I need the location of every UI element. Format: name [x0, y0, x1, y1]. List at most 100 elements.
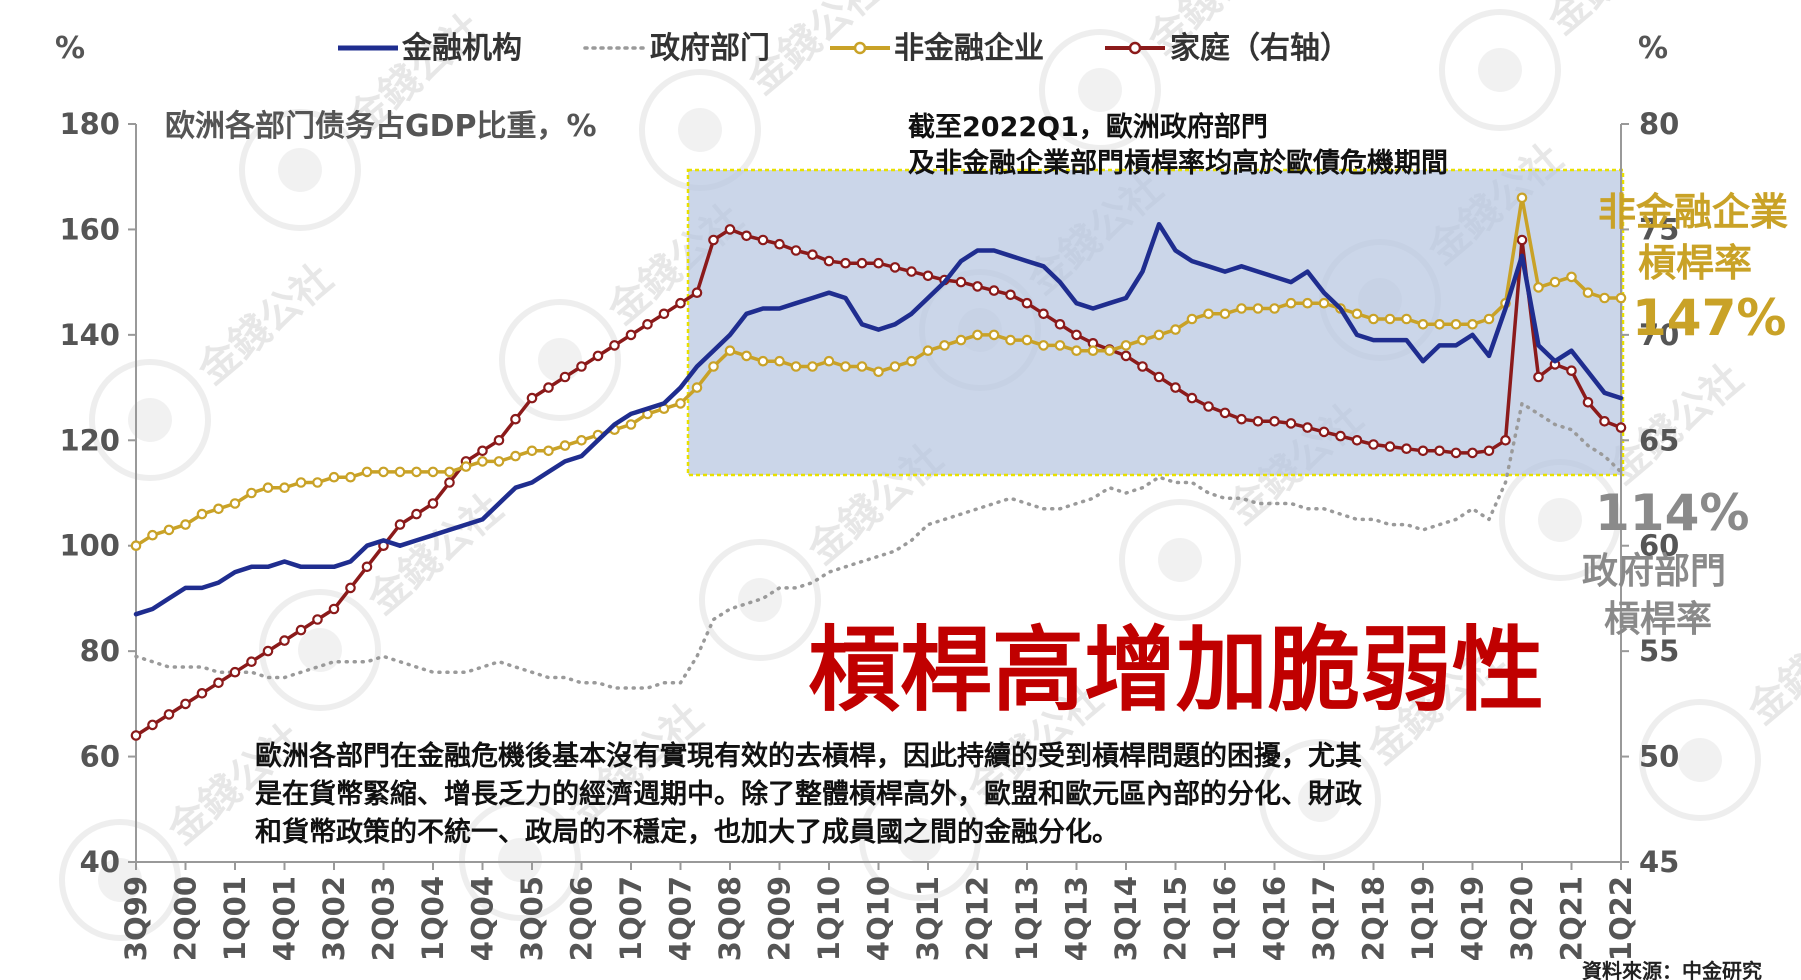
series-point-corporate [1401, 313, 1412, 325]
series-point-household [163, 709, 175, 720]
watermark-seal-inner [678, 108, 722, 152]
series-point-corporate [163, 524, 175, 536]
series-point-household [642, 318, 653, 330]
series-point-household [1615, 422, 1627, 433]
series-point-household [1368, 439, 1379, 450]
watermark-seal-inner [498, 838, 542, 882]
watermark-text: 金錢公社 [1539, 0, 1692, 44]
x-tick-label: 3Q05 [515, 876, 549, 961]
series-point-corporate [1203, 308, 1214, 320]
x-tick-label: 1Q22 [1604, 876, 1638, 961]
series-point-corporate [1351, 308, 1363, 320]
y-right-tick-label: 75 [1639, 212, 1679, 246]
legend-marker-corporate [853, 41, 867, 55]
y-right-tick-label: 50 [1639, 740, 1679, 774]
series-point-corporate [312, 477, 323, 488]
series-point-household [691, 287, 703, 298]
watermark-text: 金錢公社 [189, 255, 342, 394]
legend-item-government: 政府部门 [583, 31, 770, 66]
government-callout-value: 114% [1595, 484, 1749, 542]
series-point-household [1417, 445, 1429, 457]
series-point-household [345, 582, 356, 594]
watermark-seal-inner [1478, 48, 1522, 92]
series-point-corporate [147, 529, 158, 541]
series-point-household [1120, 350, 1132, 362]
series-point-corporate [246, 487, 257, 499]
watermark-seal [259, 589, 381, 711]
x-tick-label: 1Q13 [1010, 876, 1044, 961]
series-point-corporate [394, 466, 406, 478]
series-point-household [1203, 401, 1214, 412]
series-point-household [922, 270, 934, 282]
y-left-tick-label: 180 [59, 107, 120, 141]
y-left-tick-label: 40 [80, 845, 120, 879]
corporate-callout-title-2: 槓桿率 [1638, 241, 1752, 285]
series-line-financial [133, 221, 1624, 617]
y-right-tick-label: 80 [1639, 107, 1679, 141]
source-note: 資料來源：中金研究 [1582, 959, 1762, 980]
series-point-corporate [1071, 345, 1082, 356]
watermark-seal-inner [128, 398, 172, 442]
series-point-household [1516, 234, 1528, 246]
x-tick-label: 4Q16 [1258, 876, 1292, 961]
series-point-household [609, 340, 620, 351]
watermark-seal [1119, 499, 1241, 621]
annotation-line-1: 截至2022Q1，歐洲政府部門 [908, 111, 1268, 143]
watermark-seal-inner [898, 818, 942, 862]
series-point-household [856, 257, 868, 269]
series-point-corporate [625, 419, 637, 430]
watermark-seal [499, 299, 621, 421]
series-point-corporate [526, 445, 538, 457]
y-right-tick-label: 70 [1639, 318, 1679, 352]
series-point-household [658, 308, 670, 320]
series-point-corporate [444, 466, 455, 478]
series-point-corporate [328, 471, 340, 483]
series-point-corporate [493, 456, 505, 467]
series-point-corporate [295, 477, 307, 488]
series-point-household [741, 230, 752, 242]
series-point-corporate [1054, 340, 1066, 351]
watermark-seal-inner [1298, 778, 1342, 822]
series-point-corporate [675, 398, 686, 409]
watermark-seal-inner [1538, 498, 1582, 542]
watermark-seal [1259, 739, 1381, 861]
series-point-corporate [1005, 334, 1016, 346]
x-tick-label: 4Q07 [664, 876, 698, 961]
series-point-household [873, 257, 884, 269]
series-point-household [444, 477, 455, 488]
series-point-corporate [1434, 318, 1445, 330]
series-point-household [493, 434, 505, 446]
series-point-household [510, 413, 521, 425]
series-point-household [1318, 426, 1330, 438]
series-point-household [1434, 445, 1445, 457]
series-point-household [477, 445, 488, 457]
series-point-corporate [774, 355, 785, 367]
series-point-household [130, 730, 142, 741]
series-point-corporate [807, 361, 818, 372]
series-point-household [312, 614, 323, 625]
legend-label-household: 家庭（右轴） [1170, 31, 1350, 66]
watermark-seal-inner [278, 148, 322, 192]
series-point-corporate [543, 445, 554, 457]
watermark-seal [239, 109, 361, 231]
watermark: 金錢公社 [259, 485, 512, 711]
y-axis-right-ticks: 45 50 55 60 65 70 75 80 [1621, 107, 1679, 879]
series-point-corporate [1104, 345, 1115, 356]
series-point-corporate [1533, 282, 1544, 293]
series-point-household [724, 224, 736, 235]
y-axis-right-unit: % [1638, 31, 1668, 66]
x-tick-label: 4Q04 [466, 876, 500, 961]
series-point-household [576, 361, 587, 372]
series-point-corporate [361, 466, 373, 478]
series-point-corporate [180, 519, 191, 530]
series-point-corporate [1599, 292, 1610, 304]
series-point-household [213, 677, 224, 689]
watermark-seal-inner [538, 338, 582, 382]
x-tick-label: 3Q20 [1505, 876, 1539, 961]
series-point-household [675, 297, 686, 309]
paragraph-line-1: 歐洲各部門在金融危機後基本沒有實現有效的去槓桿，因此持續的受到槓桿問題的困擾，尤… [255, 740, 1362, 772]
series-point-corporate [1318, 297, 1330, 309]
government-callout-title-2: 槓桿率 [1604, 599, 1712, 640]
watermark: 金錢公社 [1039, 0, 1292, 151]
series-point-household [757, 234, 769, 246]
